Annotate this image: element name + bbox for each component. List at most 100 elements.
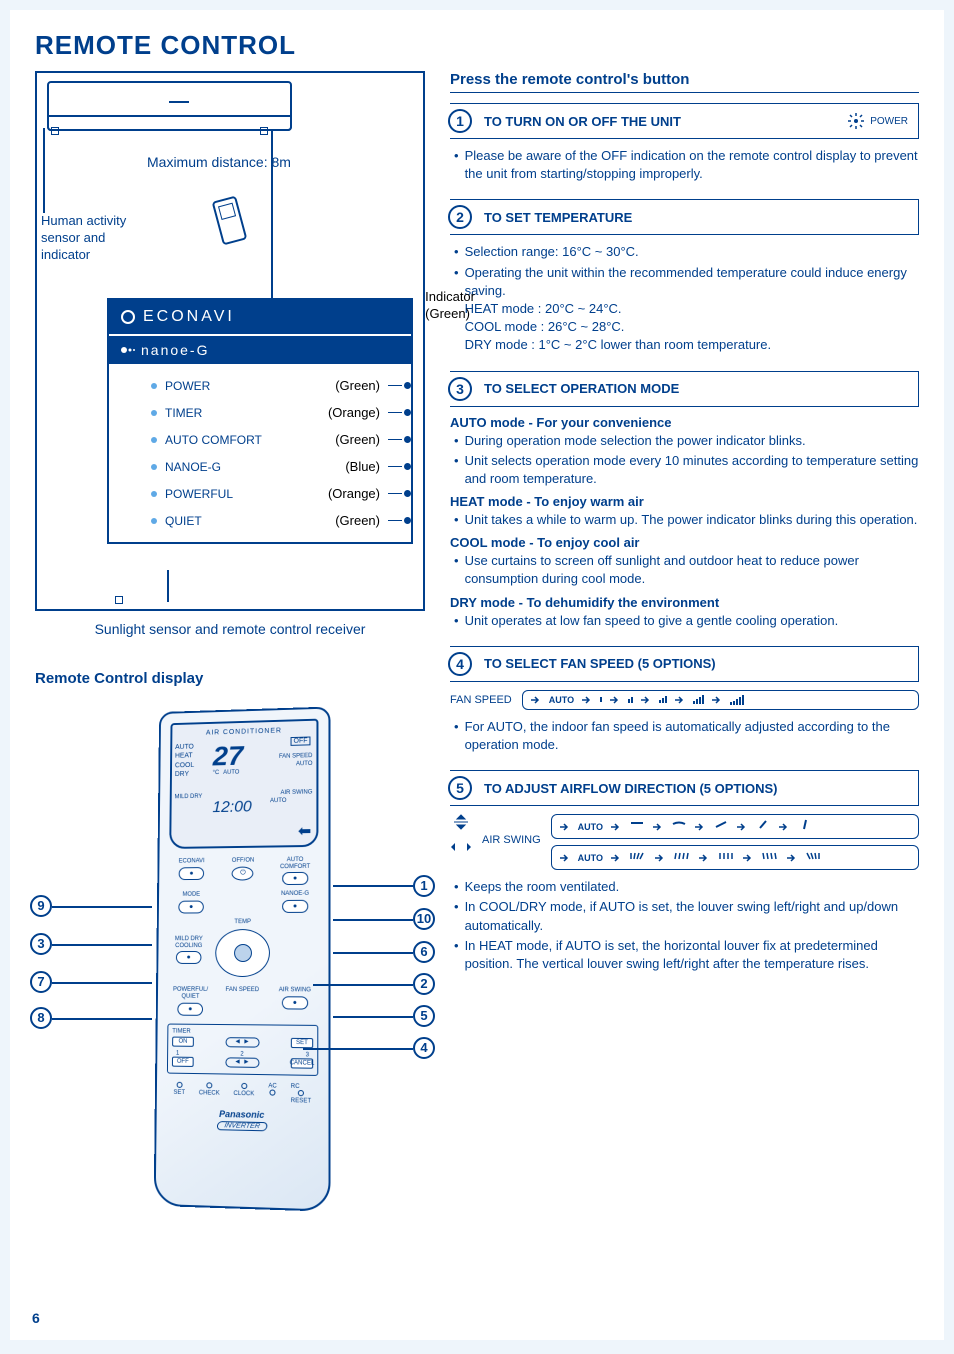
milddry-button[interactable]: ●	[176, 951, 202, 964]
timer-set-button[interactable]: SET	[291, 1037, 313, 1047]
indicator-color: (Green)	[335, 378, 380, 393]
hvane-icon	[805, 850, 823, 865]
bullet-text: Please be aware of the OFF indication on…	[465, 147, 919, 183]
nanoe-icon	[121, 345, 135, 355]
ind-line-icon	[388, 493, 402, 495]
bullet-text: Use curtains to screen off sunlight and …	[465, 552, 919, 588]
airswing-button[interactable]: ●	[282, 996, 308, 1009]
s1-bullets: Please be aware of the OFF indication on…	[450, 147, 919, 183]
vane-icon	[671, 819, 687, 834]
screen-swing-icon	[296, 825, 312, 839]
screen-milddry: MILD DRY	[175, 793, 203, 800]
bullet-text: During operation mode selection the powe…	[465, 432, 806, 450]
s3-sub3: COOL mode - To enjoy cool air	[450, 535, 919, 550]
powerful-button[interactable]: ●	[177, 1002, 203, 1015]
hvane-icon	[673, 850, 691, 865]
section-title: TO SET TEMPERATURE	[484, 210, 632, 225]
leader-line-icon	[43, 128, 45, 213]
sunlight-label: Sunlight sensor and remote control recei…	[37, 621, 423, 637]
airswing-icons	[450, 814, 472, 854]
offon-button[interactable]: ⏻	[232, 866, 254, 880]
econavi-button[interactable]: ●	[179, 866, 204, 879]
bot-check: CHECK	[199, 1081, 220, 1102]
timer-cancel-button[interactable]: CANCEL	[291, 1057, 313, 1068]
vane-icon	[797, 819, 813, 834]
s3-b2: Unit takes a while to warm up. The power…	[450, 511, 919, 529]
callout-1: 1	[413, 875, 435, 897]
mode-button[interactable]: ●	[178, 900, 204, 913]
s2-bullets: Selection range: 16°C ~ 30°C. Operating …	[450, 243, 919, 354]
bot-rc: RCRESET	[291, 1083, 311, 1104]
s3-b3: Use curtains to screen off sunlight and …	[450, 552, 919, 588]
ac-dash-icon	[169, 101, 189, 103]
sensor-right-icon	[260, 127, 268, 135]
indicator-row: AUTO COMFORT (Green)	[109, 426, 411, 453]
press-header: Press the remote control's button	[450, 71, 919, 93]
bars-1-icon	[600, 697, 602, 702]
timer-arrow-button2[interactable]: ◄ ►	[225, 1056, 259, 1067]
arrow-icon	[675, 696, 685, 704]
arrow-icon	[531, 696, 541, 704]
remote-buttons: ECONAVI ● OFF/ON ⏻ AUTO COMFORT ●	[156, 852, 329, 1199]
tiny-btn-icon[interactable]	[241, 1082, 247, 1088]
tiny-btn-icon[interactable]	[298, 1089, 304, 1095]
section-num: 4	[448, 652, 472, 676]
remote-display-title: Remote Control display	[35, 669, 425, 689]
ind-end-dot-icon	[404, 382, 411, 389]
arrow-icon	[611, 854, 621, 862]
below-auto: AUTO	[223, 769, 239, 775]
indicator-color: (Green)	[335, 513, 380, 528]
inverter-label: INVERTER	[216, 1120, 268, 1130]
callout-line-icon	[333, 885, 413, 887]
timer-on-button[interactable]: ON	[172, 1036, 194, 1046]
screen-autofan: AUTO	[270, 797, 286, 803]
bot-clock: CLOCK	[233, 1082, 254, 1103]
auto-label: AUTO	[549, 695, 574, 705]
mode-heat: HEAT	[175, 752, 194, 761]
powerful-label: POWERFUL/ QUIET	[168, 987, 214, 1000]
indicator-row: TIMER (Orange)	[109, 399, 411, 426]
indicator-word: Indicator	[425, 289, 475, 306]
arrow-icon	[743, 854, 753, 862]
ind-line-icon	[388, 520, 402, 522]
btn-nanoeg-col: NANOE-G ●	[272, 890, 319, 912]
tiny-btn-icon[interactable]	[206, 1081, 212, 1087]
tiny-btn-icon[interactable]	[176, 1081, 182, 1087]
indicator-name: NANOE-G	[165, 460, 280, 474]
tiny-btn-icon[interactable]	[269, 1089, 275, 1095]
nanoeg-button[interactable]: ●	[282, 899, 308, 912]
bars-4-icon	[693, 695, 704, 704]
bot-ac: AC	[268, 1082, 277, 1103]
temp-dpad[interactable]	[215, 929, 270, 977]
bot-reset-label: RESET	[291, 1097, 311, 1104]
screen-modes: AUTO HEAT COOL DRY	[175, 743, 195, 780]
btn-mode-col: MODE ●	[169, 891, 214, 913]
bottom-row: SET CHECK CLOCK AC RCRESET	[167, 1081, 319, 1104]
section-3: 3 TO SELECT OPERATION MODE AUTO mode - F…	[450, 371, 919, 630]
callout-line-icon	[52, 906, 152, 908]
updown-icon	[450, 814, 472, 830]
indicator-color: (Orange)	[328, 486, 380, 501]
nanoe-text: nanoe-G	[141, 342, 209, 358]
timer-arrow-button[interactable]: ◄ ►	[225, 1036, 259, 1046]
timer-off-button[interactable]: OFF	[172, 1056, 194, 1066]
arrow-icon	[582, 696, 592, 704]
milddry-label: MILD DRY COOLING	[168, 936, 209, 949]
btn-airswing-col: AIR SWING ●	[271, 987, 318, 1009]
offon-label: OFF/ON	[220, 857, 266, 864]
indicator-name: POWERFUL	[165, 487, 280, 501]
ind-end-dot-icon	[404, 409, 411, 416]
power-icon	[847, 112, 865, 130]
vane-icon	[713, 819, 729, 834]
econavi-label: ECONAVI	[169, 858, 214, 865]
autocomfort-label: AUTO COMFORT	[272, 856, 318, 870]
autocomfort-button[interactable]: ●	[282, 872, 308, 885]
arrow-icon	[560, 823, 570, 831]
ac-unit-icon	[47, 81, 292, 131]
button-row-4: POWERFUL/ QUIET ● FAN SPEED AIR SWING ●	[168, 987, 319, 1016]
indicator-green: (Green)	[425, 306, 475, 323]
btn-powerful-col: POWERFUL/ QUIET ●	[168, 987, 214, 1015]
indicator-panel: ECONAVI nanoe-G	[107, 298, 413, 544]
auto-label: AUTO	[578, 853, 603, 863]
dot-icon	[151, 518, 157, 524]
